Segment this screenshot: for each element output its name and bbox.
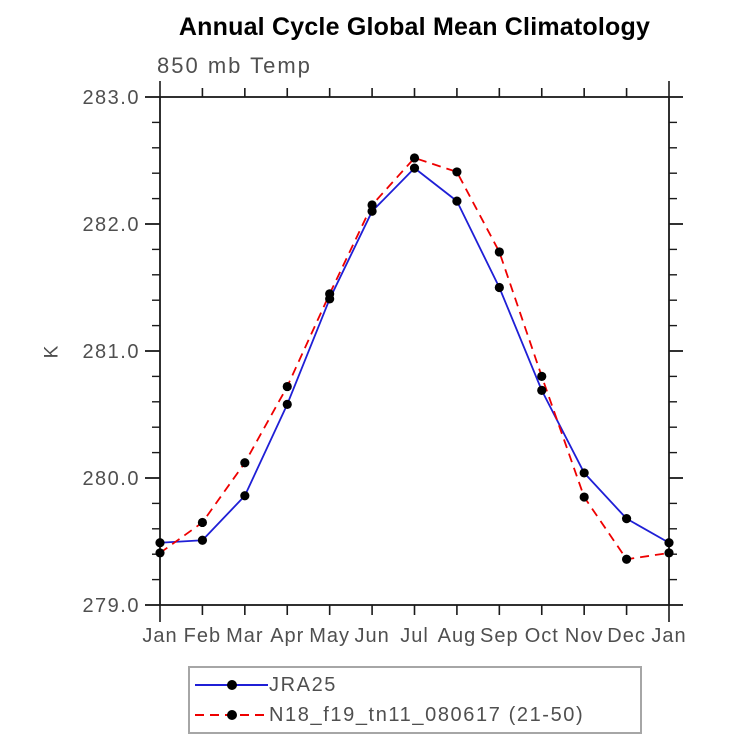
plot-frame (159, 96, 670, 606)
x-tick-label: Sep (480, 625, 519, 647)
data-point (325, 289, 335, 299)
data-point (409, 163, 420, 173)
data-point (197, 535, 208, 545)
chart-subtitle: 850 mb Temp (157, 53, 312, 78)
x-tick-label: Jun (354, 625, 389, 647)
data-point (240, 458, 250, 468)
data-point (494, 282, 504, 293)
data-point (155, 538, 165, 548)
y-tick-label: 281.0 (82, 341, 140, 363)
legend-sample-dashed (195, 709, 268, 721)
legend-label-n18: N18_f19_tn11_080617 (21-50) (269, 703, 585, 726)
data-point (537, 371, 547, 381)
data-point (197, 517, 208, 528)
data-point (367, 206, 377, 216)
data-point (537, 385, 547, 395)
data-point (664, 548, 674, 558)
data-point (282, 381, 292, 392)
data-point (664, 538, 674, 548)
data-point (240, 491, 250, 501)
x-tick-label: Oct (525, 625, 559, 647)
x-tick-label: May (309, 625, 350, 647)
legend-item-jra25: JRA25 (190, 672, 640, 698)
x-tick-label: Dec (607, 625, 646, 647)
data-point (579, 492, 589, 502)
legend-marker-dot-icon (226, 680, 237, 690)
y-axis-label: K (41, 345, 63, 359)
x-tick-label: Aug (438, 625, 477, 647)
data-point (367, 200, 377, 210)
legend-item-n18: N18_f19_tn11_080617 (21-50) (190, 702, 640, 728)
data-point (409, 153, 420, 163)
legend-marker-dot-icon (226, 710, 237, 720)
y-tick-label: 282.0 (82, 214, 140, 236)
series-line-0 (159, 167, 670, 544)
legend-box: JRA25 N18_f19_tn11_080617 (21-50) (188, 666, 642, 734)
legend-label-jra25: JRA25 (269, 673, 338, 696)
y-tick-label: 279.0 (82, 595, 140, 617)
x-tick-label: Jan (142, 625, 177, 647)
x-tick-label: Nov (565, 625, 604, 647)
data-point (452, 196, 462, 206)
data-point (621, 554, 632, 564)
series-line-1 (159, 157, 670, 561)
x-tick-label: Feb (184, 625, 221, 647)
data-point (452, 167, 462, 177)
x-tick-label: Mar (226, 625, 263, 647)
data-point (282, 399, 292, 409)
x-tick-label: Apr (270, 625, 304, 647)
y-tick-label: 283.0 (82, 87, 140, 109)
data-point (494, 247, 504, 257)
x-tick-label: Jul (400, 625, 429, 647)
data-point (155, 548, 165, 558)
chart-title: Annual Cycle Global Mean Climatology (178, 13, 651, 41)
y-tick-label: 280.0 (82, 468, 140, 490)
x-tick-label: Jan (651, 625, 686, 647)
data-point (621, 514, 632, 524)
data-point (579, 468, 589, 478)
legend-sample-solid (195, 679, 268, 691)
